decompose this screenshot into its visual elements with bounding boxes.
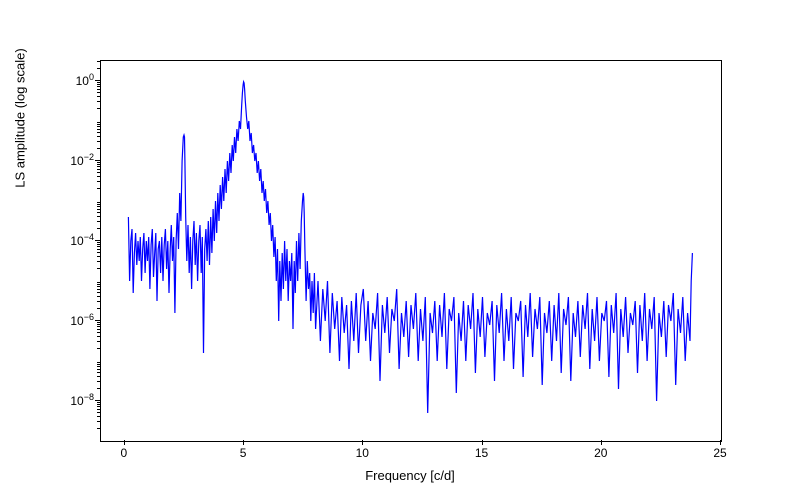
y-tick-minor xyxy=(97,381,100,382)
y-tick-minor xyxy=(97,336,100,337)
y-tick-minor xyxy=(97,181,100,182)
y-tick-label: 10−8 xyxy=(70,392,94,408)
y-tick-minor xyxy=(97,261,100,262)
y-tick-minor xyxy=(97,388,100,389)
y-tick-minor xyxy=(97,249,100,250)
y-tick-minor xyxy=(97,84,100,85)
y-tick-minor xyxy=(97,322,100,323)
y-tick-minor xyxy=(97,289,100,290)
y-tick-minor xyxy=(97,206,100,207)
y-tick-minor xyxy=(97,364,100,365)
y-tick-minor xyxy=(97,268,100,269)
y-tick-minor xyxy=(97,366,100,367)
x-tick-label: 5 xyxy=(240,446,247,460)
y-tick-minor xyxy=(97,402,100,403)
y-tick-minor xyxy=(97,92,100,93)
x-tick xyxy=(243,440,244,445)
y-tick-minor xyxy=(97,292,100,293)
y-tick-minor xyxy=(97,282,100,283)
y-tick-label: 10−2 xyxy=(70,152,94,168)
y-tick-minor xyxy=(97,129,100,130)
y-tick-minor xyxy=(97,176,100,177)
y-tick-minor xyxy=(97,126,100,127)
y-tick-minor xyxy=(97,409,100,410)
y-tick-minor xyxy=(97,166,100,167)
x-tick xyxy=(124,440,125,445)
y-tick-label: 10−4 xyxy=(70,232,94,248)
y-tick-minor xyxy=(97,172,100,173)
y-tick-minor xyxy=(97,372,100,373)
y-tick-minor xyxy=(97,122,100,123)
y-tick-label: 100 xyxy=(76,72,94,88)
y-tick-minor xyxy=(97,221,100,222)
y-tick-minor xyxy=(97,286,100,287)
y-tick-minor xyxy=(97,296,100,297)
y-tick-minor xyxy=(97,101,100,102)
y-tick-minor xyxy=(97,416,100,417)
y-tick-minor xyxy=(97,301,100,302)
y-tick-minor xyxy=(97,86,100,87)
y-tick-minor xyxy=(97,212,100,213)
x-axis-label: Frequency [c/d] xyxy=(100,468,720,483)
y-tick-minor xyxy=(97,284,100,285)
y-tick-minor xyxy=(97,188,100,189)
y-tick-minor xyxy=(97,406,100,407)
y-tick-minor xyxy=(97,162,100,163)
y-tick-minor xyxy=(97,202,100,203)
y-tick-minor xyxy=(97,332,100,333)
x-tick-label: 10 xyxy=(356,446,369,460)
y-tick-minor xyxy=(97,362,100,363)
y-tick-minor xyxy=(97,242,100,243)
y-tick-minor xyxy=(97,369,100,370)
x-tick xyxy=(601,440,602,445)
y-tick-minor xyxy=(97,256,100,257)
x-tick-label: 15 xyxy=(475,446,488,460)
y-tick-minor xyxy=(97,216,100,217)
y-tick-minor xyxy=(97,169,100,170)
y-axis-label: LS amplitude (log scale) xyxy=(13,48,28,187)
y-tick-minor xyxy=(97,148,100,149)
y-tick-minor xyxy=(97,421,100,422)
y-tick-minor xyxy=(97,404,100,405)
y-tick-minor xyxy=(97,136,100,137)
data-series xyxy=(101,61,721,441)
y-tick-minor xyxy=(97,308,100,309)
y-tick-minor xyxy=(97,96,100,97)
plot-area xyxy=(100,60,722,442)
y-tick-minor xyxy=(97,246,100,247)
y-tick-minor xyxy=(97,341,100,342)
y-tick-minor xyxy=(97,124,100,125)
y-tick-minor xyxy=(97,326,100,327)
y-tick-minor xyxy=(97,376,100,377)
x-tick xyxy=(482,440,483,445)
y-tick-minor xyxy=(97,324,100,325)
y-tick-minor xyxy=(97,348,100,349)
x-tick xyxy=(362,440,363,445)
y-tick-minor xyxy=(97,252,100,253)
y-tick-minor xyxy=(97,228,100,229)
y-tick-minor xyxy=(97,82,100,83)
y-tick-minor xyxy=(97,204,100,205)
y-tick-minor xyxy=(97,244,100,245)
x-tick-label: 0 xyxy=(121,446,128,460)
y-tick-minor xyxy=(97,141,100,142)
y-tick-minor xyxy=(97,132,100,133)
y-tick-minor xyxy=(97,89,100,90)
x-tick-label: 20 xyxy=(594,446,607,460)
y-tick-minor xyxy=(97,329,100,330)
y-tick-minor xyxy=(97,61,100,62)
y-tick-minor xyxy=(97,428,100,429)
y-tick-minor xyxy=(97,164,100,165)
y-tick-minor xyxy=(97,108,100,109)
y-tick-minor xyxy=(97,68,100,69)
x-tick xyxy=(720,440,721,445)
x-tick-label: 25 xyxy=(713,446,726,460)
periodogram-chart: LS amplitude (log scale) Frequency [c/d]… xyxy=(0,0,800,500)
y-tick-minor xyxy=(97,209,100,210)
y-tick-label: 10−6 xyxy=(70,312,94,328)
y-tick-minor xyxy=(97,412,100,413)
